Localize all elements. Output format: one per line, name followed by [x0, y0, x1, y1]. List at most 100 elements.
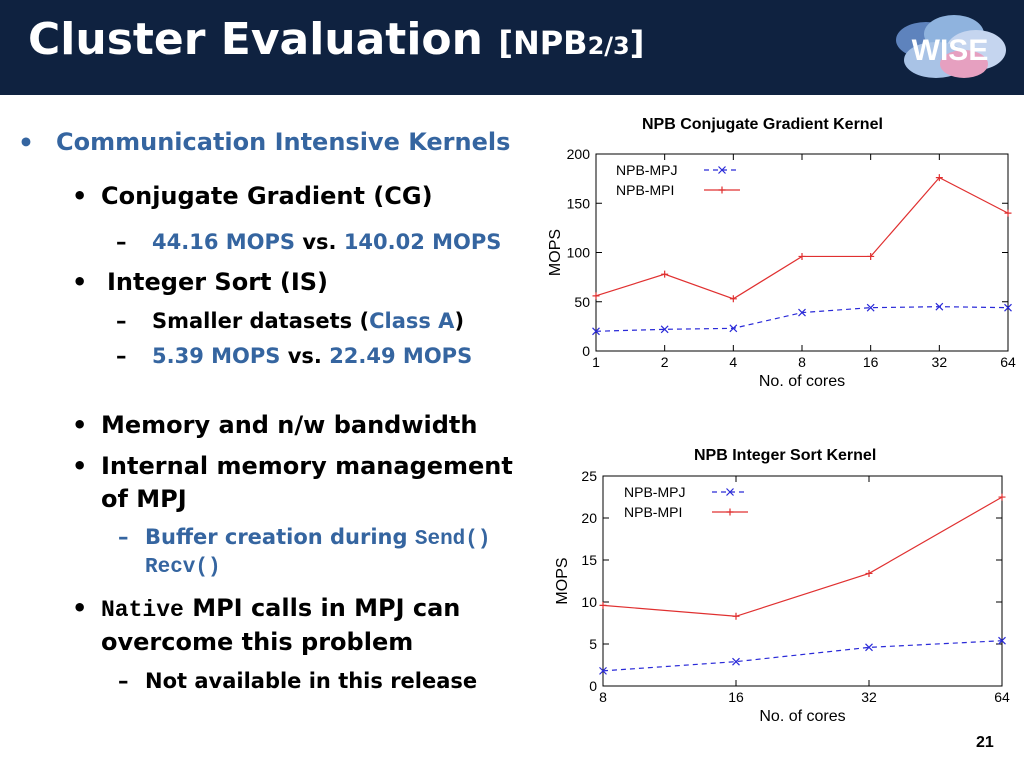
- data-point-npb-mpj: [798, 308, 806, 317]
- cg-mpi-value: 140.02 MOPS: [343, 230, 502, 254]
- series-line-npb-mpj: [602, 640, 1003, 672]
- data-point-npb-mpj: [732, 657, 740, 666]
- data-point-npb-mpj: [935, 302, 944, 311]
- data-point-npb-mpi: [998, 493, 1006, 501]
- y-tick-label: 15: [581, 552, 597, 568]
- title-bracket-open: [NPB: [498, 24, 588, 62]
- dash: –: [116, 309, 127, 333]
- is-mpj-value: 5.39 MOPS: [152, 344, 281, 368]
- series-line-npb-mpj: [595, 306, 1009, 332]
- data-point-npb-mpj: [729, 324, 738, 333]
- data-point-npb-mpj: [998, 636, 1006, 645]
- bullet-dot: •: [72, 594, 88, 622]
- y-tick-label: 200: [567, 146, 591, 162]
- title-main: Cluster Evaluation: [28, 14, 483, 65]
- legend-label: NPB-MPJ: [616, 162, 677, 178]
- y-tick-label: 5: [589, 636, 597, 652]
- x-tick-label: 32: [932, 354, 948, 370]
- cg-mpj-value: 44.16 MOPS: [152, 230, 296, 254]
- logo-text: WISE: [912, 34, 989, 67]
- x-tick-label: 16: [863, 354, 879, 370]
- dash: –: [116, 344, 127, 368]
- bullet-dot: •: [72, 182, 88, 210]
- cg-comparison: 44.16 MOPS vs. 140.02 MOPS: [152, 230, 501, 254]
- bullet-internal-memory-cont: of MPJ: [101, 485, 187, 513]
- slide-title: Cluster Evaluation [NPB2/3]: [28, 14, 644, 65]
- legend-label: NPB-MPI: [624, 504, 682, 520]
- cg-vs: vs.: [302, 230, 337, 254]
- is-class-a: Class A: [369, 309, 455, 333]
- recv-code: Recv(): [145, 556, 221, 579]
- is-vs: vs.: [287, 344, 322, 368]
- series-line-npb-mpi: [602, 496, 1003, 617]
- dash: –: [116, 230, 127, 254]
- x-tick-label: 64: [994, 689, 1010, 705]
- y-tick-label: 0: [582, 343, 590, 359]
- x-tick-label: 1: [592, 354, 600, 370]
- y-tick-label: 150: [567, 195, 591, 211]
- data-point-npb-mpi: [729, 295, 737, 303]
- title-bar: Cluster Evaluation [NPB2/3] WISE: [0, 0, 1024, 95]
- bullet-dot: •: [72, 452, 88, 480]
- buffer-text: Buffer creation during: [145, 525, 408, 549]
- y-tick-label: 10: [581, 594, 597, 610]
- legend-marker: [726, 488, 734, 496]
- legend-label: NPB-MPJ: [624, 484, 685, 500]
- bullet-native-calls: Native MPI calls in MPJ can: [101, 594, 460, 623]
- x-tick-label: 16: [728, 689, 744, 705]
- bullet-communication-intensive: Communication Intensive Kernels: [56, 128, 511, 156]
- y-tick-label: 100: [567, 245, 591, 261]
- data-point-npb-mpj: [599, 666, 607, 675]
- chart1-title: NPB Conjugate Gradient Kernel: [642, 116, 883, 133]
- x-tick-label: 32: [861, 689, 877, 705]
- x-axis-label: No. of cores: [759, 708, 845, 725]
- native-code: Native: [101, 597, 184, 623]
- y-axis-label: MOPS: [547, 229, 564, 276]
- bullet-conjugate-gradient: Conjugate Gradient (CG): [101, 182, 433, 210]
- bullet-integer-sort: Integer Sort (IS): [107, 268, 329, 296]
- bullet-dot: •: [72, 411, 88, 439]
- y-tick-label: 20: [581, 510, 597, 526]
- chart2-title: NPB Integer Sort Kernel: [694, 447, 877, 464]
- bullet-list: • Communication Intensive Kernels • Conj…: [18, 128, 513, 693]
- x-tick-label: 8: [599, 689, 607, 705]
- is-mpi-value: 22.49 MOPS: [329, 344, 473, 368]
- legend-marker: [718, 166, 726, 174]
- data-point-npb-mpi: [798, 252, 806, 260]
- data-point-npb-mpi: [661, 270, 669, 278]
- y-axis-label: MOPS: [554, 557, 571, 604]
- data-point-npb-mpj: [592, 327, 600, 336]
- buffer-creation: Buffer creation during Send(): [145, 525, 490, 551]
- send-code: Send(): [414, 528, 491, 551]
- data-point-npb-mpi: [732, 612, 740, 620]
- bullet-dot: •: [18, 128, 34, 157]
- legend-label: NPB-MPI: [616, 182, 674, 198]
- data-point-npb-mpj: [1004, 303, 1012, 312]
- x-tick-label: 8: [798, 354, 806, 370]
- x-tick-label: 2: [661, 354, 669, 370]
- is-smaller-c: ): [454, 309, 465, 333]
- bullet-internal-memory: Internal memory management: [101, 452, 513, 480]
- data-point-npb-mpi: [592, 292, 600, 300]
- legend-marker: [726, 508, 734, 516]
- cg-chart: 0 50 100 150 200 1 2 4 8 16 32 64 No. of cores MOPS NP…: [547, 146, 1016, 390]
- x-axis-label: No. of cores: [759, 373, 845, 390]
- bullet-native-cont: overcome this problem: [101, 628, 414, 656]
- y-tick-label: 25: [581, 468, 597, 484]
- bullet-memory-bandwidth: Memory and n/w bandwidth: [101, 411, 478, 439]
- data-point-npb-mpi: [865, 569, 873, 577]
- title-fraction: 2/3: [587, 32, 630, 60]
- bullet-dot: •: [72, 268, 88, 296]
- wise-logo: WISE: [896, 15, 1006, 78]
- x-tick-label: 64: [1000, 354, 1016, 370]
- data-point-npb-mpj: [866, 303, 875, 312]
- is-chart: 0 5 10 15 20 25 8 16 32 64 No. of cores MOPS NPB-MPJ…: [554, 468, 1010, 725]
- data-point-npb-mpi: [599, 601, 607, 609]
- data-point-npb-mpj: [865, 643, 873, 652]
- data-point-npb-mpi: [935, 174, 943, 182]
- data-point-npb-mpi: [867, 252, 875, 260]
- data-point-npb-mpj: [660, 325, 669, 334]
- dash: –: [118, 669, 129, 693]
- native-rest: MPI calls in MPJ can: [192, 594, 461, 622]
- not-available: Not available in this release: [145, 669, 478, 693]
